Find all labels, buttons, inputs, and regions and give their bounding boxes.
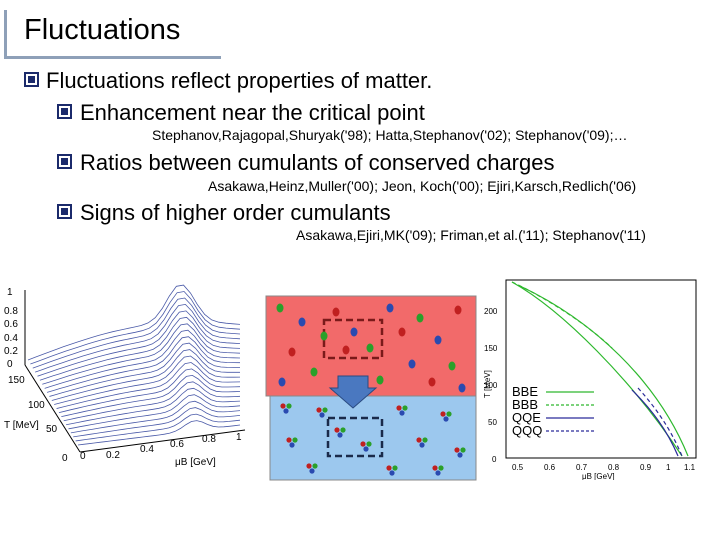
x-tick: 0.5 — [512, 463, 524, 472]
y-tick: 100 — [484, 381, 498, 390]
z-tick: 0.6 — [4, 319, 18, 330]
subvolume-box — [322, 318, 384, 360]
bullet-2-text: Enhancement near the critical point — [80, 100, 425, 125]
quark-box — [269, 395, 477, 481]
bullet-3-reference: Asakawa,Heinz,Muller('00); Jeon, Koch('0… — [208, 178, 637, 194]
x-tick: 0.9 — [640, 463, 652, 472]
z-tick: 0.2 — [4, 346, 18, 357]
mu-tick: 0.2 — [106, 450, 120, 461]
bullet-icon — [24, 72, 39, 87]
bullet-1-text: Fluctuations reflect properties of matte… — [46, 68, 433, 93]
x-tick: 1 — [666, 463, 671, 472]
y-tick: 200 — [484, 307, 498, 316]
mu-tick: 0.8 — [202, 434, 216, 445]
bullet-icon — [57, 104, 72, 119]
legend-label: BBB — [512, 397, 538, 412]
subvolume-box — [326, 416, 384, 458]
legend-label: QQE — [512, 410, 541, 425]
y-tick: 50 — [488, 418, 497, 427]
x-tick: 0.7 — [576, 463, 588, 472]
z-tick: 0.8 — [4, 306, 18, 317]
mu-tick: 0.4 — [140, 444, 154, 455]
slide-title: Fluctuations — [24, 14, 181, 46]
legend-label: QQQ — [512, 423, 542, 438]
x-axis-label: μB [GeV] — [582, 472, 615, 480]
bullet-4-reference: Asakawa,Ejiri,MK('09); Friman,et al.('11… — [296, 227, 646, 243]
bullet-icon — [57, 154, 72, 169]
bullet-icon — [57, 204, 72, 219]
phase-diagram-plot: 200 150 100 50 0 0.5 0.6 0.7 0.8 0.9 1 1… — [483, 279, 697, 480]
mu-tick: 1 — [236, 432, 242, 443]
t-axis-label: T [MeV] — [4, 420, 39, 431]
z-tick: 0.4 — [4, 333, 18, 344]
legend-label: BBE — [512, 384, 538, 399]
particle-boxes-diagram — [265, 295, 477, 481]
mu-axis-label: μB [GeV] — [175, 457, 216, 468]
x-tick: 0.6 — [544, 463, 556, 472]
title-underline — [4, 10, 221, 59]
t-tick: 100 — [28, 400, 45, 411]
bullet-3-text: Ratios between cumulants of conserved ch… — [80, 150, 555, 175]
mu-tick: 0.6 — [170, 439, 184, 450]
bullet-2-reference: Stephanov,Rajagopal,Shuryak('98); Hatta,… — [152, 127, 628, 143]
fluctuation-surface-plot: 1 0.8 0.6 0.4 0.2 0 150 100 T [MeV] 50 0… — [4, 284, 246, 468]
z-tick: 1 — [7, 287, 13, 298]
bullet-4-text: Signs of higher order cumulants — [80, 200, 391, 225]
x-tick: 0.8 — [608, 463, 620, 472]
t-tick: 0 — [62, 453, 68, 464]
t-tick: 150 — [8, 375, 25, 386]
y-axis-label: T [MeV] — [483, 370, 492, 398]
x-tick: 1.1 — [684, 463, 696, 472]
mu-tick: 0 — [80, 451, 86, 462]
y-tick: 150 — [484, 344, 498, 353]
t-tick: 50 — [46, 424, 58, 435]
z-tick: 0 — [7, 359, 13, 370]
down-arrow-icon — [328, 375, 378, 409]
y-tick: 0 — [492, 455, 497, 464]
